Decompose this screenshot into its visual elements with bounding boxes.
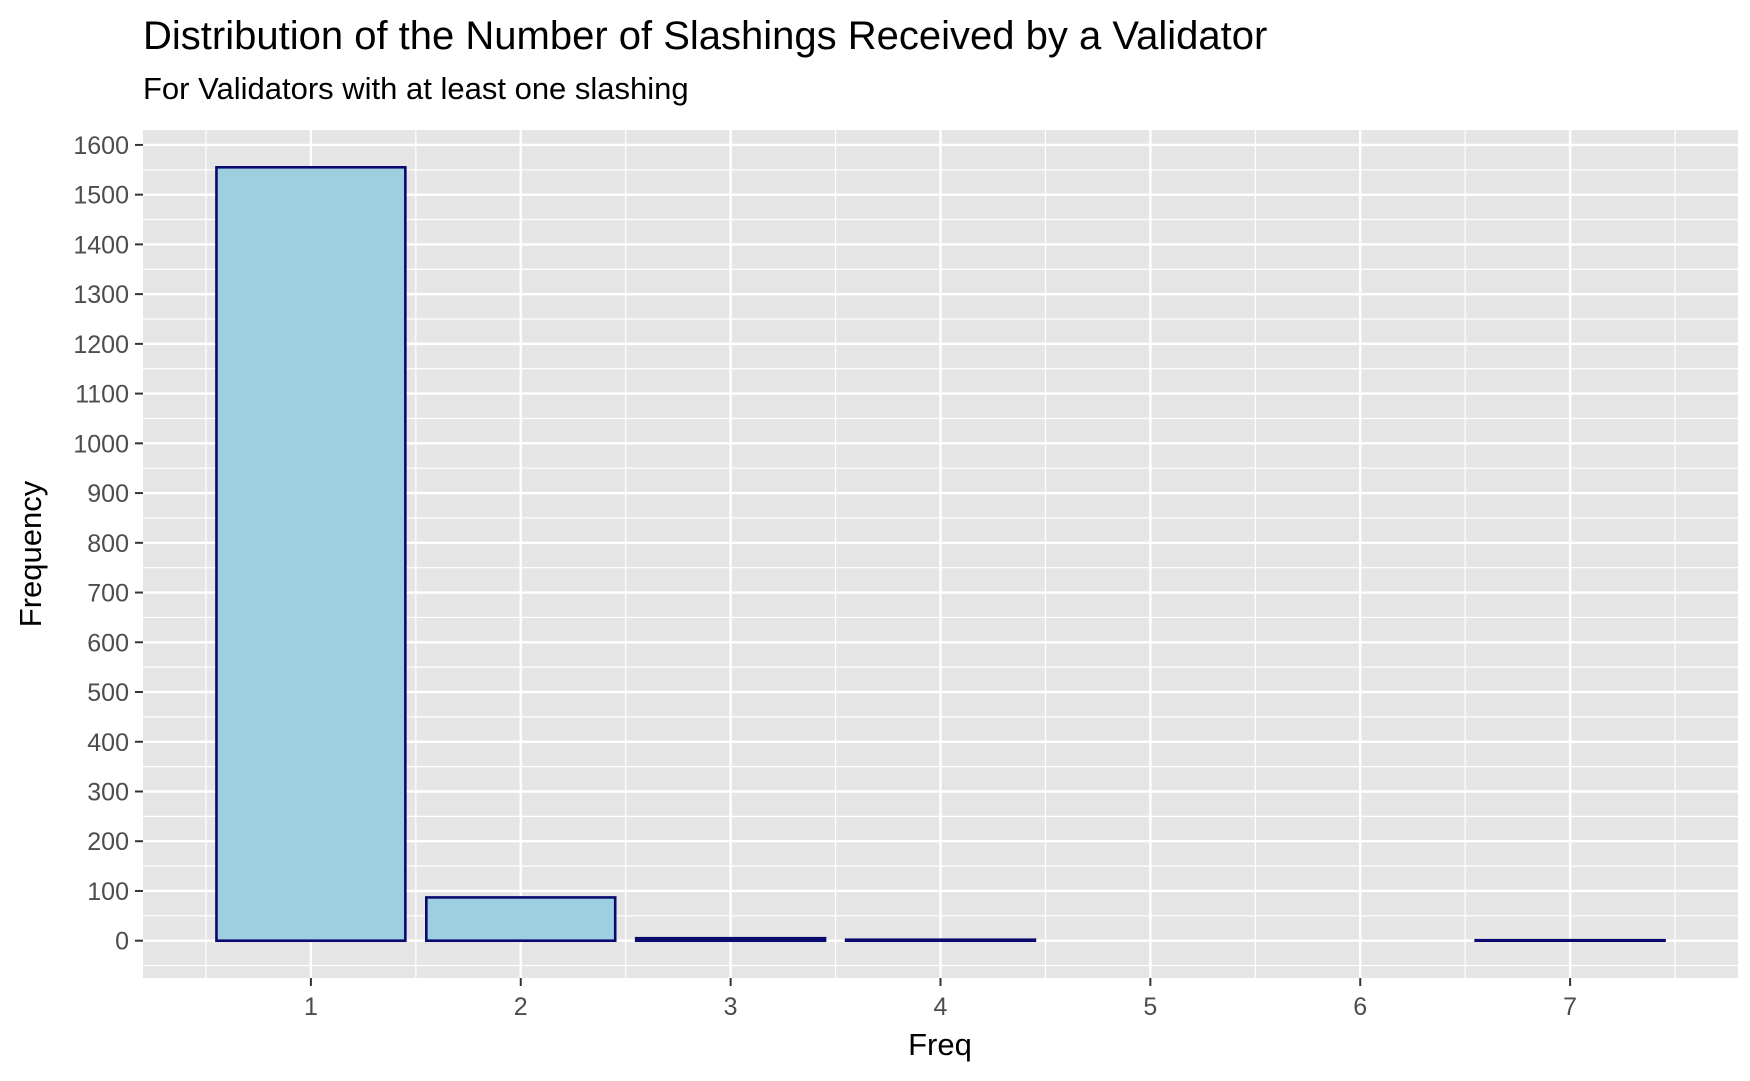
y-tick-label: 300: [87, 778, 129, 806]
y-tick-label: 1100: [75, 381, 129, 409]
x-tick-label: 6: [1353, 993, 1367, 1021]
x-tick-label: 5: [1143, 993, 1157, 1021]
x-tick-label: 2: [514, 993, 528, 1021]
y-tick-label: 1300: [73, 281, 129, 309]
y-tick-label: 200: [87, 828, 129, 856]
y-tick-label: 1600: [73, 132, 129, 160]
x-tick-label: 4: [934, 993, 948, 1021]
bar: [844, 938, 1037, 942]
y-tick-label: 500: [87, 679, 129, 707]
x-tick-label: 7: [1563, 993, 1577, 1021]
y-tick-label: 700: [87, 580, 129, 608]
y-tick-label: 1200: [73, 331, 129, 359]
y-tick-label: 1400: [73, 231, 129, 259]
y-tick-label: 900: [87, 480, 129, 508]
bar: [425, 896, 617, 942]
bar: [215, 166, 407, 942]
chart-subtitle: For Validators with at least one slashin…: [143, 71, 689, 106]
y-tick-label: 1000: [73, 430, 129, 458]
bar: [1474, 938, 1666, 943]
x-tick-label: 3: [724, 993, 738, 1021]
y-tick-label: 800: [87, 530, 129, 558]
y-tick-label: 400: [87, 729, 129, 757]
y-tick-label: 600: [87, 629, 129, 657]
x-tick-label: 1: [304, 993, 318, 1021]
y-tick-label: 100: [87, 878, 129, 906]
x-axis-label: Freq: [908, 1027, 972, 1062]
y-tick-label: 1500: [73, 182, 129, 210]
bar: [634, 936, 827, 942]
chart-title: Distribution of the Number of Slashings …: [143, 14, 1268, 58]
y-tick-label: 0: [115, 928, 129, 956]
